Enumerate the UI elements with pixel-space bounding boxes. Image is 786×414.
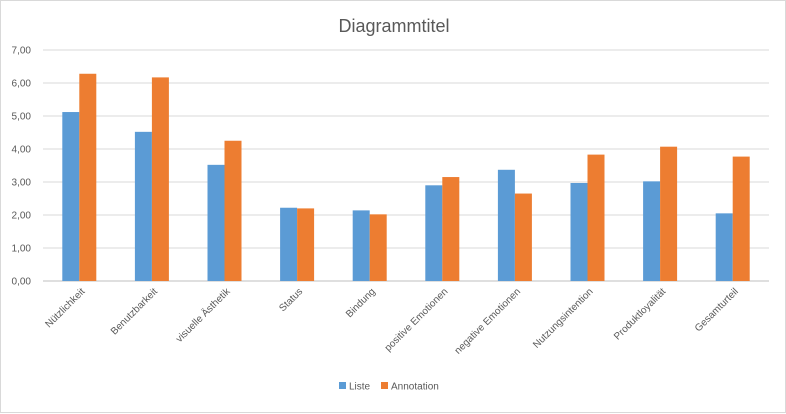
bar-annotation-8 (587, 154, 605, 281)
legend-swatch-annotation (381, 382, 388, 389)
legend-label-liste: Liste (349, 382, 371, 393)
bar-annotation-3 (224, 140, 242, 281)
y-tick-label: 6,00 (12, 79, 32, 90)
chart-title: Diagrammtitel (338, 16, 449, 36)
bar-annotation-9 (660, 146, 678, 281)
bar-annotation-1 (79, 73, 97, 281)
x-tick-label: negative Emotionen (453, 286, 523, 356)
bar-annotation-7 (514, 193, 532, 281)
x-tick-label: Benutzbarkeit (109, 286, 160, 337)
y-tick-label: 3,00 (12, 178, 32, 189)
x-tick-label: visuelle Ästhetik (173, 285, 233, 345)
bar-liste-6 (425, 185, 443, 281)
bar-annotation-6 (442, 177, 460, 281)
bar-liste-2 (134, 131, 152, 281)
bars (62, 73, 750, 281)
bar-annotation-10 (732, 156, 750, 281)
legend-swatch-liste (339, 382, 346, 389)
x-tick-label: Nützlichkeit (43, 286, 87, 330)
bar-liste-5 (352, 210, 370, 281)
bar-liste-10 (715, 213, 733, 281)
bar-liste-7 (497, 169, 515, 281)
x-tick-label: Bindung (344, 286, 378, 320)
x-tick-label: Status (277, 286, 305, 314)
bar-annotation-5 (369, 214, 387, 281)
y-tick-label: 0,00 (12, 277, 32, 288)
x-tick-label: positive Emotionen (383, 286, 451, 354)
legend: Liste Annotation (339, 382, 439, 393)
y-tick-label: 7,00 (12, 46, 32, 57)
y-tick-label: 5,00 (12, 112, 32, 123)
bar-liste-3 (207, 164, 225, 281)
bar-liste-4 (280, 207, 298, 281)
x-tick-label: Produktloyalität (612, 286, 668, 342)
y-tick-label: 4,00 (12, 145, 32, 156)
bar-annotation-4 (297, 208, 315, 281)
x-axis-ticks: Nützlichkeit Benutzbarkeit visuelle Ästhet… (43, 285, 740, 357)
bar-liste-9 (643, 181, 661, 281)
y-axis-ticks: 0,00 1,00 2,00 3,00 4,00 5,00 6,00 7,00 (12, 46, 32, 288)
y-tick-label: 1,00 (12, 244, 32, 255)
x-tick-label: Nutzungsintention (531, 286, 595, 350)
bar-liste-1 (62, 112, 80, 281)
bar-liste-8 (570, 182, 588, 281)
x-tick-label: Gesamturteil (693, 286, 741, 334)
y-tick-label: 2,00 (12, 211, 32, 222)
legend-label-annotation: Annotation (391, 382, 439, 393)
bar-annotation-2 (151, 77, 169, 281)
